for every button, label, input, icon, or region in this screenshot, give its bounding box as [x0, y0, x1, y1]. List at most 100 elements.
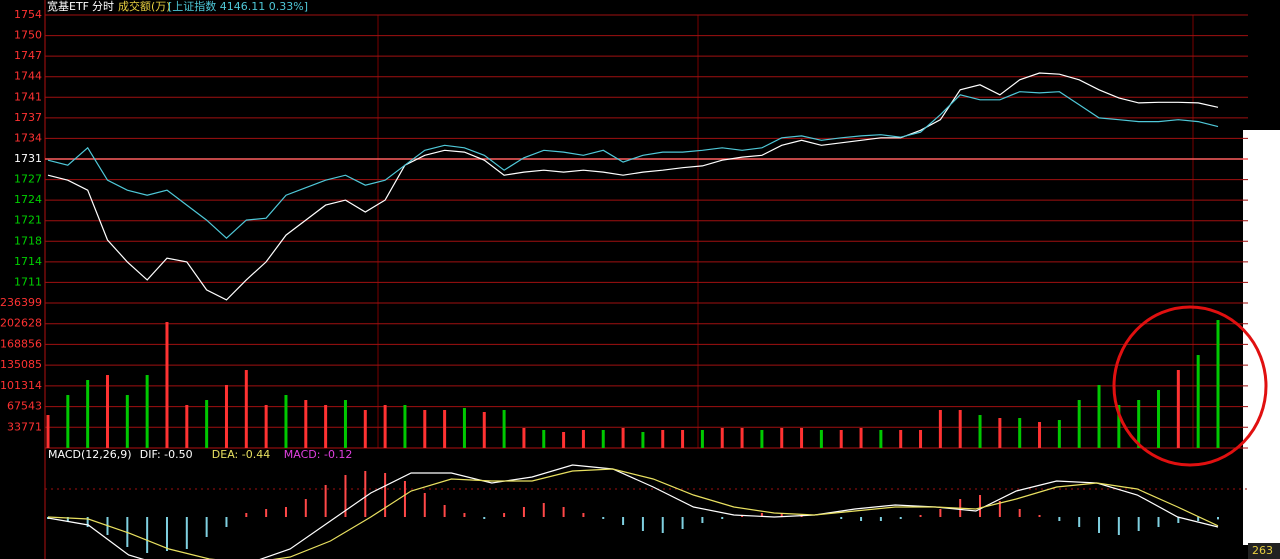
volume-bar	[224, 385, 228, 448]
macd-bar	[602, 517, 605, 519]
volume-bar	[482, 412, 486, 448]
volume-bar	[720, 428, 724, 448]
macd-bar	[998, 501, 1001, 517]
macd-bar	[1217, 517, 1219, 520]
macd-bar	[1018, 509, 1021, 517]
index-info: [上证指数 4146.11 0.33%]	[168, 0, 308, 13]
volume-bar	[740, 428, 744, 448]
y-tick-label: 33771	[7, 420, 42, 433]
volume-bar	[641, 432, 645, 448]
macd-bar	[542, 503, 545, 517]
y-tick-label: 1744	[14, 70, 42, 83]
macd-bar	[146, 517, 149, 553]
macd-bar	[1098, 517, 1101, 533]
volume-bar	[383, 405, 387, 448]
macd-bar	[780, 513, 783, 517]
volume-bar	[165, 322, 169, 448]
volume-bar	[304, 400, 308, 448]
unit: 成交额(万)	[118, 0, 171, 13]
macd-bar	[522, 507, 525, 517]
volume-bar	[1057, 420, 1061, 448]
macd-bar	[701, 517, 704, 523]
volume-bar	[1038, 422, 1042, 448]
macd-bar	[265, 509, 268, 517]
volume-bar	[443, 410, 447, 448]
macd-bar	[979, 495, 982, 517]
macd-bar	[423, 493, 426, 517]
volume-bar	[1176, 370, 1180, 448]
fund-name: 宽基ETF	[47, 0, 89, 13]
macd-bar	[304, 499, 307, 517]
volume-bar	[542, 430, 546, 448]
macd-bar	[1078, 517, 1081, 527]
y-tick-label: 1731	[14, 152, 42, 165]
y-tick-label: 1721	[14, 214, 42, 227]
macd-bar	[879, 517, 882, 521]
y-tick-label: 1711	[14, 275, 42, 288]
macd-bar	[860, 517, 863, 521]
corner-label: 263	[1252, 544, 1273, 557]
volume-bar	[502, 410, 506, 448]
volume-bar	[839, 430, 843, 448]
volume-bar	[244, 370, 248, 448]
macd-bar	[582, 513, 585, 517]
y-tick-label: 1724	[14, 193, 42, 206]
y-tick-label: 135085	[0, 358, 42, 371]
y-tick-label: 67543	[7, 400, 42, 413]
volume-bar	[700, 430, 704, 448]
legend-label: MACD: -0.12	[284, 448, 353, 461]
volume-bar	[86, 380, 90, 448]
volume-bar	[66, 395, 70, 448]
volume-bar	[324, 405, 328, 448]
volume-bar	[661, 430, 665, 448]
macd-bar	[919, 515, 922, 517]
volume-bar	[1216, 320, 1220, 448]
volume-bar	[1097, 385, 1101, 448]
y-tick-label: 168856	[0, 337, 42, 350]
legend-label: DIF: -0.50	[140, 448, 193, 461]
volume-bar	[681, 430, 685, 448]
mode: 分时	[92, 0, 114, 13]
volume-bar	[958, 410, 962, 448]
volume-bar	[938, 410, 942, 448]
macd-line	[47, 468, 1219, 559]
macd-bar	[1038, 515, 1041, 517]
macd-bar	[721, 517, 724, 519]
volume-bar	[1196, 355, 1200, 448]
volume-bar	[462, 408, 466, 448]
macd-bar	[384, 473, 387, 517]
macd-bar	[364, 471, 367, 517]
macd-bar	[1177, 517, 1180, 523]
volume-bar	[145, 375, 149, 448]
volume-bar	[859, 428, 863, 448]
y-tick-label: 1737	[14, 111, 42, 124]
macd-title: MACD(12,26,9)	[48, 448, 132, 461]
macd-bar	[503, 513, 506, 517]
macd-bar	[66, 517, 69, 521]
macd-bar	[760, 513, 763, 517]
volume-bar	[423, 410, 427, 448]
volume-bar	[780, 428, 784, 448]
y-tick-label: 101314	[0, 379, 42, 392]
volume-bar	[1018, 418, 1022, 448]
y-tick-label: 1734	[14, 131, 42, 144]
volume-bar	[899, 430, 903, 448]
macd-bar	[344, 475, 347, 517]
volume-bar	[601, 430, 605, 448]
volume-bar	[879, 430, 883, 448]
volume-bar	[46, 415, 50, 448]
macd-bar	[1117, 517, 1120, 535]
macd-bar	[641, 517, 644, 531]
y-tick-label: 1714	[14, 255, 42, 268]
macd-bar	[661, 517, 664, 533]
volume-bar	[1077, 400, 1081, 448]
volume-bar	[1137, 400, 1141, 448]
y-tick-label: 1718	[14, 234, 42, 247]
volume-bar	[205, 400, 209, 448]
macd-bar	[225, 517, 228, 527]
macd-bar	[681, 517, 684, 529]
volume-bar	[621, 428, 625, 448]
